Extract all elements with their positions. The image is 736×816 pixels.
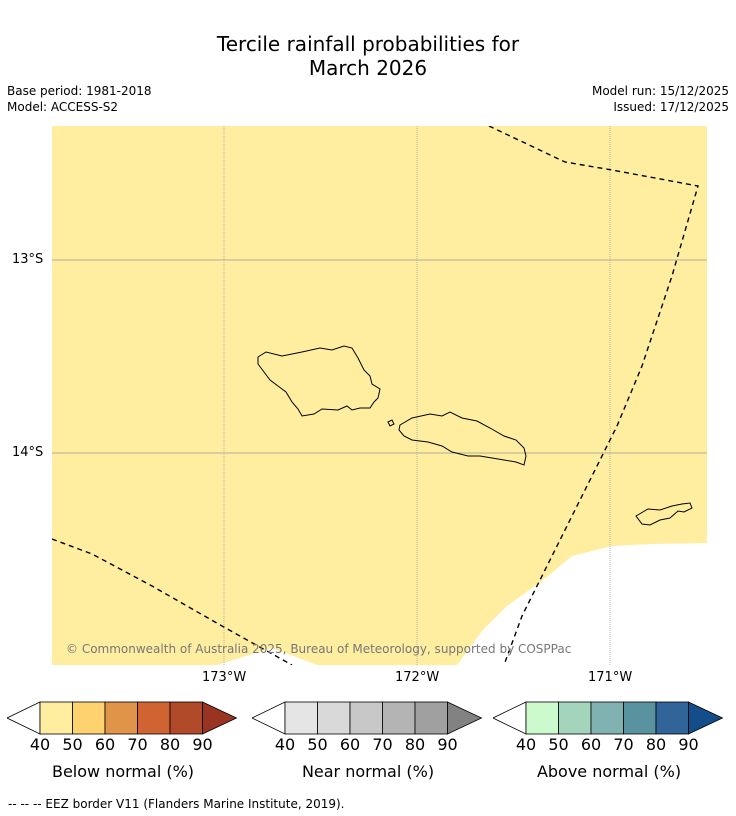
tutuila-island xyxy=(635,502,693,526)
colorbar-tick-label: 80 xyxy=(159,735,181,754)
chart-title-line2: March 2026 xyxy=(308,56,428,80)
graticule xyxy=(52,126,707,665)
colorbar-segment xyxy=(382,701,416,735)
colorbar-over-triangle xyxy=(688,701,724,735)
colorbar-tick-label: 40 xyxy=(274,735,296,754)
colorbar-tick-label: 50 xyxy=(548,735,569,754)
colorbar-tick-label: 80 xyxy=(404,735,426,754)
lat-label-14s: 14°S xyxy=(12,445,44,460)
base-period: Base period: 1981-2018 xyxy=(7,84,152,98)
colorbar-tick-label: 60 xyxy=(339,735,361,754)
model-name: Model: ACCESS-S2 xyxy=(7,100,119,114)
colorbar-over-triangle xyxy=(447,701,483,735)
map-panel xyxy=(52,126,707,665)
issued-date: Issued: 17/12/2025 xyxy=(613,100,729,114)
colorbar-tick-label: 90 xyxy=(678,735,699,754)
lon-label-171w: 171°W xyxy=(588,670,633,685)
colorbar-segment xyxy=(317,701,351,735)
colorbar-segment xyxy=(104,701,138,735)
colorbar-under-triangle xyxy=(6,701,41,735)
colorbar-under-triangle xyxy=(251,701,286,735)
lon-label-172w: 172°W xyxy=(395,670,440,685)
colorbar-tick-label: 70 xyxy=(127,735,148,754)
chart-title-line1: Tercile rainfall probabilities for xyxy=(216,32,520,56)
colorbar-tick-label: 70 xyxy=(613,735,634,754)
colorbar-segment xyxy=(137,701,171,735)
probability-fill xyxy=(52,126,707,665)
colorbar-label-above: Above normal (%) xyxy=(536,762,682,781)
colorbar-below xyxy=(6,701,239,735)
colorbar-tick-label: 70 xyxy=(372,735,393,754)
eez-footnote: -- -- -- EEZ border V11 (Flanders Marine… xyxy=(8,797,345,811)
colorbar-segment xyxy=(655,701,689,735)
manono-island xyxy=(387,419,395,427)
colorbar-over-triangle xyxy=(202,701,238,735)
colorbar-tick-label: 90 xyxy=(192,735,213,754)
colorbar-tick-label: 40 xyxy=(29,735,51,754)
upolu-island xyxy=(398,411,527,466)
colorbar-segment xyxy=(284,701,318,735)
colorbar-segment xyxy=(525,701,559,735)
colorbar-label-near: Near normal (%) xyxy=(301,762,435,781)
model-run: Model run: 15/12/2025 xyxy=(591,84,729,98)
colorbar-tick-label: 80 xyxy=(645,735,667,754)
colorbar-segment xyxy=(72,701,106,735)
colorbar-segment xyxy=(558,701,592,735)
colorbar-under-triangle xyxy=(492,701,527,735)
colorbar-tick-label: 50 xyxy=(62,735,83,754)
eez-border xyxy=(52,126,699,665)
colorbar-segment xyxy=(414,701,448,735)
colorbar-tick-label: 60 xyxy=(580,735,602,754)
colorbar-segment xyxy=(169,701,203,735)
colorbar-tick-label: 40 xyxy=(515,735,537,754)
islands xyxy=(257,345,693,526)
lat-label-13s: 13°S xyxy=(12,252,44,267)
colorbar-segment xyxy=(349,701,383,735)
colorbar-segment xyxy=(39,701,73,735)
colorbar-segment xyxy=(623,701,657,735)
colorbar-label-below: Below normal (%) xyxy=(51,762,195,781)
lon-label-173w: 173°W xyxy=(202,670,247,685)
colorbar-near xyxy=(251,701,484,735)
colorbar-segment xyxy=(590,701,624,735)
savaii-island xyxy=(257,345,381,417)
colorbar-above xyxy=(492,701,725,735)
map-svg xyxy=(52,126,707,665)
colorbar-tick-label: 60 xyxy=(94,735,116,754)
colorbar-tick-label: 50 xyxy=(307,735,328,754)
copyright-credit: © Commonwealth of Australia 2025, Bureau… xyxy=(66,642,572,656)
colorbar-tick-label: 90 xyxy=(437,735,458,754)
